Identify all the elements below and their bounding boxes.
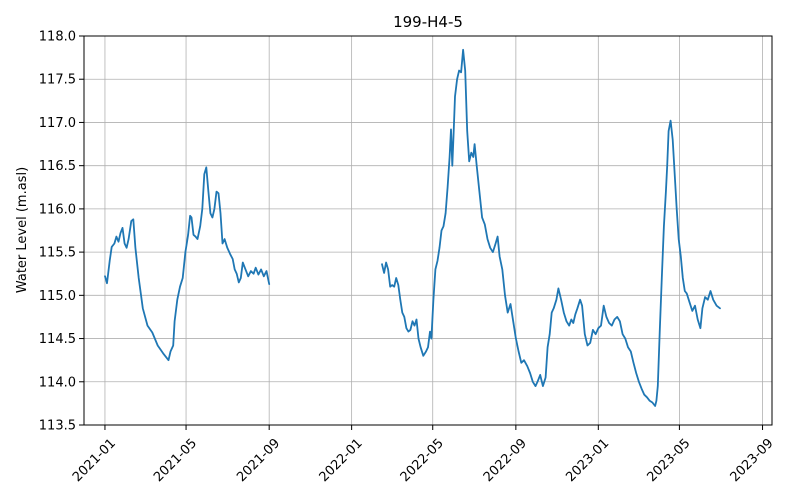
y-tick-label: 117.5 — [39, 73, 76, 88]
y-tick-label: 118.0 — [39, 30, 76, 45]
y-axis-title: Water Level (m.asl) — [15, 167, 30, 293]
y-tick-label: 115.5 — [39, 246, 76, 261]
y-tick-label: 114.0 — [39, 375, 76, 390]
y-tick-label: 116.5 — [39, 159, 76, 174]
y-tick-label: 116.0 — [39, 202, 76, 217]
series-line-segment-2021 — [104, 166, 271, 362]
series-line-segment-2022-2023 — [381, 48, 721, 407]
plot-frame — [83, 35, 773, 426]
y-axis: 113.5 114.0 114.5 115.0 115.5 116.0 116.5 117.0… — [39, 30, 84, 434]
y-tick-label: 113.5 — [39, 419, 76, 434]
y-tick-label: 115.0 — [39, 289, 76, 304]
data-series-layer — [104, 48, 721, 407]
y-tick-label: 117.0 — [39, 116, 76, 131]
chart-title: 199-H4-5 — [393, 13, 463, 31]
y-tick-label: 114.5 — [39, 332, 76, 347]
